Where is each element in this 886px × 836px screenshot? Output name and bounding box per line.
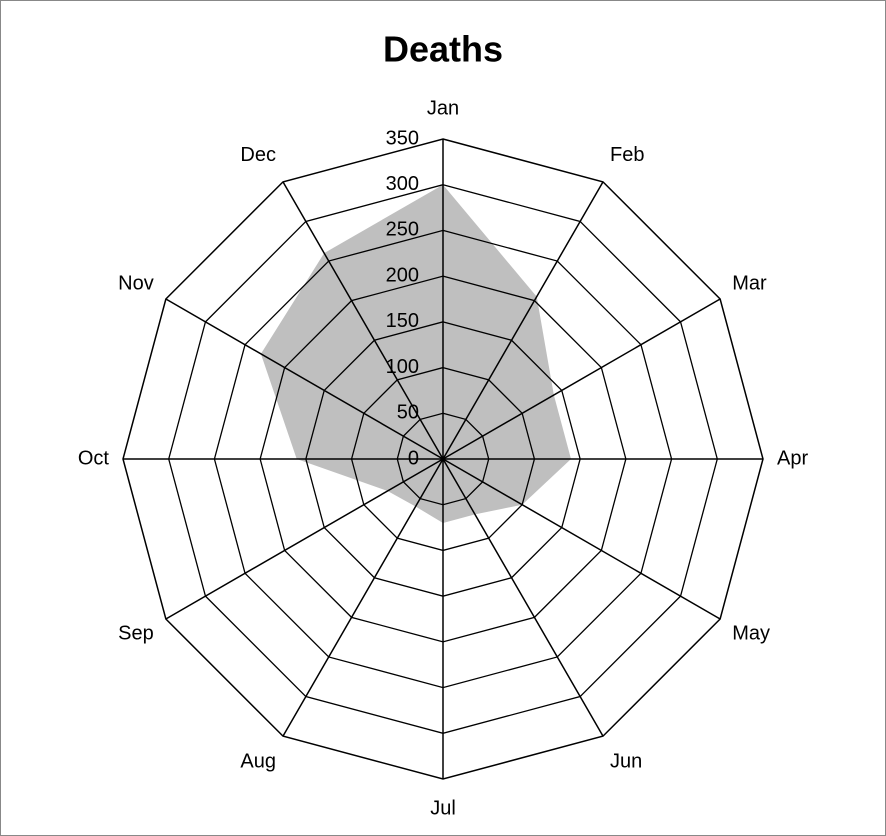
r-tick-label: 250	[386, 219, 419, 241]
spoke	[165, 298, 444, 460]
spoke	[442, 298, 721, 460]
spoke	[442, 458, 721, 620]
spoke	[442, 458, 604, 737]
category-label: Jan	[427, 97, 459, 119]
r-tick-label: 50	[397, 402, 419, 424]
r-tick-label: 150	[386, 310, 419, 332]
category-label: Jul	[430, 797, 456, 819]
category-label: Jun	[610, 750, 642, 772]
spoke	[165, 458, 444, 620]
r-tick-label: 100	[386, 356, 419, 378]
category-label: Mar	[732, 272, 767, 294]
category-label: Feb	[610, 144, 644, 166]
r-tick-label: 300	[386, 173, 419, 195]
spoke	[282, 181, 444, 460]
spoke	[282, 458, 444, 737]
category-label: Dec	[240, 144, 276, 166]
r-tick-label: 0	[408, 447, 419, 469]
category-label: Oct	[78, 447, 110, 469]
spoke	[442, 181, 604, 460]
chart-title: Deaths	[383, 29, 503, 70]
category-label: Apr	[777, 447, 808, 469]
radar-area	[260, 184, 571, 523]
category-label: Aug	[240, 750, 276, 772]
category-label: Sep	[118, 622, 154, 644]
r-tick-label: 200	[386, 264, 419, 286]
r-tick-label: 350	[386, 127, 419, 149]
category-label: Nov	[118, 272, 154, 294]
category-label: May	[732, 622, 770, 644]
